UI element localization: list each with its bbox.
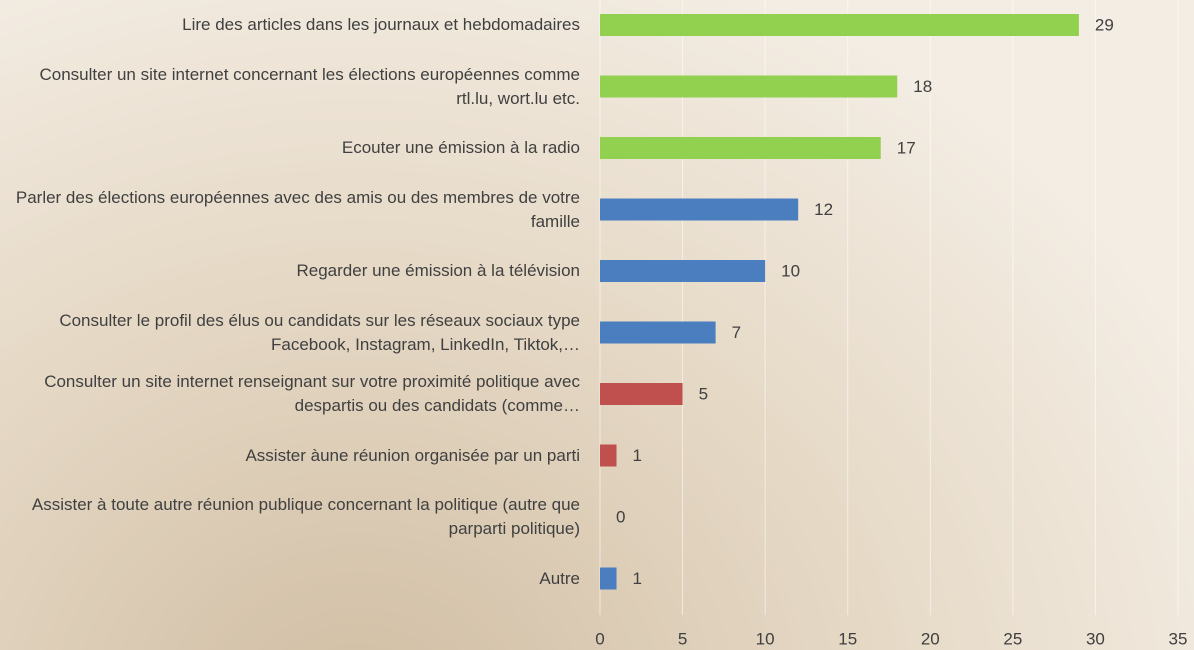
- bar: [600, 260, 765, 282]
- value-label: 12: [814, 200, 833, 219]
- value-label: 17: [897, 138, 916, 157]
- value-label: 1: [633, 569, 642, 588]
- x-tick-label: 5: [678, 629, 687, 648]
- value-label: 18: [913, 77, 932, 96]
- bar: [600, 76, 897, 98]
- bar: [600, 137, 881, 159]
- value-label: 10: [781, 261, 800, 280]
- value-label: 0: [616, 507, 625, 526]
- value-label: 5: [699, 384, 708, 403]
- bar: [600, 383, 683, 405]
- category-label: Assister àune réunion organisée par un p…: [0, 444, 580, 468]
- category-label: Autre: [0, 567, 580, 591]
- x-tick-label: 35: [1169, 629, 1188, 648]
- bar: [600, 199, 798, 221]
- category-label: Assister à toute autre réunion publique …: [0, 493, 580, 541]
- bar: [600, 568, 617, 590]
- x-tick-label: 20: [921, 629, 940, 648]
- value-label: 29: [1095, 15, 1114, 34]
- x-tick-label: 30: [1086, 629, 1105, 648]
- category-label: Ecouter une émission à la radio: [0, 136, 580, 160]
- x-tick-label: 25: [1003, 629, 1022, 648]
- category-label: Parler des élections européennes avec de…: [0, 186, 580, 234]
- value-label: 7: [732, 323, 741, 342]
- bar: [600, 14, 1079, 36]
- value-label: 1: [633, 446, 642, 465]
- category-label: Consulter un site internet concernant le…: [0, 63, 580, 111]
- x-tick-label: 15: [838, 629, 857, 648]
- bar: [600, 322, 716, 344]
- bar: [600, 445, 617, 467]
- category-label: Consulter un site internet renseignant s…: [0, 370, 580, 418]
- x-tick-label: 0: [595, 629, 604, 648]
- x-tick-label: 10: [756, 629, 775, 648]
- category-label: Lire des articles dans les journaux et h…: [0, 13, 580, 37]
- chart-page: 05101520253035291817121075101 Lire des a…: [0, 0, 1194, 650]
- category-label: Regarder une émission à la télévision: [0, 259, 580, 283]
- category-label: Consulter le profil des élus ou candidat…: [0, 309, 580, 357]
